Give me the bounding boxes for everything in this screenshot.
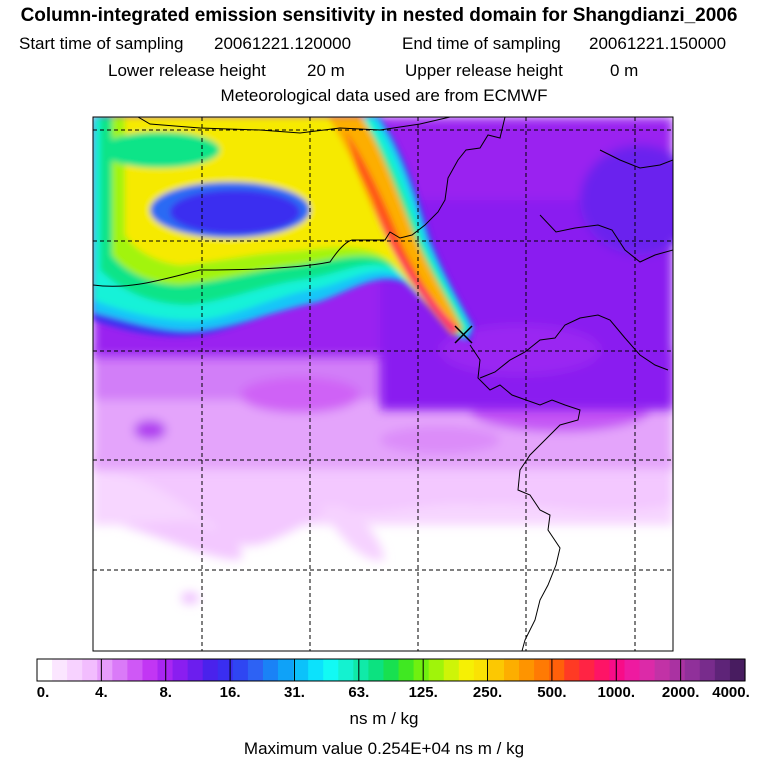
colorbar-tick-label: 1000. [597, 684, 636, 701]
colorbar-cell [564, 659, 580, 681]
colorbar-tick-label: 125. [408, 684, 438, 701]
start-time-value: 20061221.120000 [214, 34, 352, 53]
maximum-value: Maximum value 0.254E+04 ns m / kg [243, 739, 525, 758]
colorbar-cell [112, 659, 128, 681]
map-field [93, 117, 673, 651]
colorbar-cell [278, 659, 294, 681]
colorbar-tick-label: 8. [159, 684, 172, 701]
colorbar-cell [624, 659, 641, 681]
lower-release-value: 20 m [307, 61, 345, 80]
colorbar-cell [232, 659, 249, 681]
colorbar-cell [368, 659, 385, 681]
colorbar-cell [714, 659, 731, 681]
colorbar-tick-label: 250. [472, 684, 503, 701]
colorbar-cell [488, 659, 505, 681]
end-time-label: End time of sampling [402, 34, 561, 53]
end-time-value: 20061221.150000 [589, 34, 727, 53]
colorbar-tick-label: 16. [219, 684, 241, 701]
colorbar-cell [654, 659, 671, 681]
colorbar-cell [217, 659, 234, 681]
colorbar-tick-label: 4. [95, 684, 108, 701]
colorbar-cell [37, 659, 53, 681]
colorbar-cell [519, 659, 535, 681]
colorbar-cell [262, 659, 279, 681]
colorbar-cell [293, 659, 309, 681]
colorbar-cell [729, 659, 746, 681]
colorbar-cell [609, 659, 626, 681]
colorbar-cell [353, 659, 369, 681]
colorbar-tick-label: 4000. [712, 684, 750, 701]
colorbar-cell [503, 659, 520, 681]
coastline [93, 117, 673, 651]
upper-release-label: Upper release height [405, 61, 563, 80]
colorbar-cell [323, 659, 339, 681]
lower-release-label: Lower release height [108, 61, 266, 80]
colorbar-cell [308, 659, 324, 681]
colorbar-cell [383, 659, 400, 681]
colorbar-cell [172, 659, 189, 681]
colorbar-unit: ns m / kg [349, 709, 419, 728]
colorbar-cell [67, 659, 83, 681]
plot-title: Column-integrated emission sensitivity i… [20, 5, 738, 26]
colorbar-cell [458, 659, 475, 681]
upper-release-value: 0 m [610, 61, 639, 80]
colorbar-cell [534, 659, 550, 681]
colorbar-tick-label: 63. [348, 684, 370, 701]
colorbar-cell [549, 659, 565, 681]
start-time-label: Start time of sampling [19, 34, 184, 53]
colorbar-cell [413, 659, 430, 681]
colorbar-cell [594, 659, 611, 681]
colorbar-cell [97, 659, 113, 681]
colorbar-tick-label: 0. [36, 684, 50, 701]
colorbar-cell [639, 659, 656, 681]
colorbar-cell [187, 659, 204, 681]
colorbar-cell [669, 659, 686, 681]
met-data-note: Meteorological data used are from ECMWF [220, 86, 548, 105]
colorbar-cell [579, 659, 595, 681]
colorbar-tick-label: 31. [284, 684, 305, 701]
graticule [93, 117, 673, 651]
map-frame [92, 116, 674, 652]
colorbar-cell [247, 659, 264, 681]
colorbar-cell [127, 659, 144, 681]
colorbar-cell [473, 659, 490, 681]
colorbar-cell [338, 659, 354, 681]
station-x-icon [454, 325, 473, 344]
colorbar-cell [82, 659, 98, 681]
colorbar-tick-label: 500. [537, 684, 567, 701]
colorbar-tick-label: 2000. [661, 684, 700, 701]
colorbar-cell [699, 659, 716, 681]
colorbar-cell [684, 659, 701, 681]
colorbar-cell [443, 659, 460, 681]
colorbar-cell [202, 659, 219, 681]
colorbar-cell [142, 659, 159, 681]
colorbar-cell [52, 659, 68, 681]
colorbar-cell [398, 659, 415, 681]
colorbar-cell [428, 659, 445, 681]
